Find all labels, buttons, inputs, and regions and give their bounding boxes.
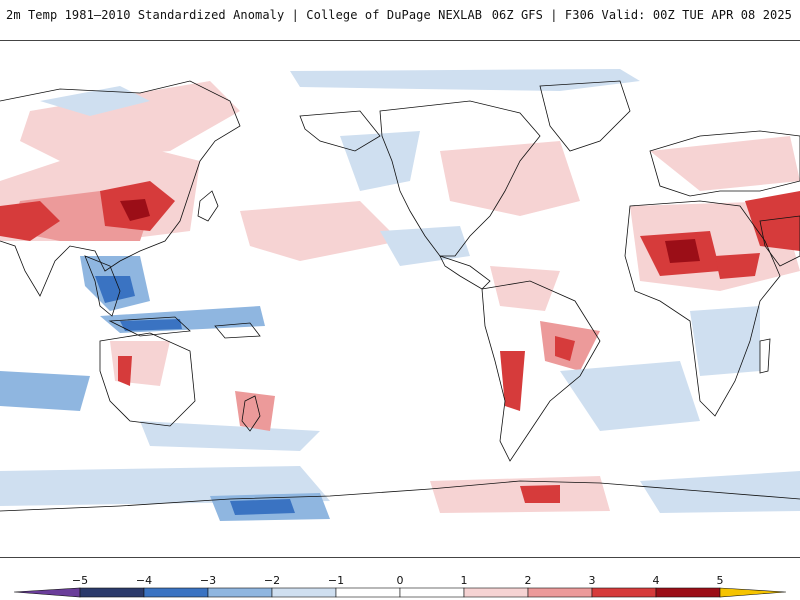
cold-anomaly-antarctica-core (230, 499, 295, 515)
colorbar-tick-label: 5 (716, 574, 724, 587)
australia-outline (99, 332, 196, 427)
map-title: 2m Temp 1981–2010 Standardized Anomaly |… (6, 8, 483, 22)
color-legend: −5 −4 −3 −2 −1 0 1 2 3 4 5 (0, 572, 800, 600)
model-run-info: 06Z GFS | F306 Valid: 00Z TUE APR 08 202… (491, 8, 792, 22)
south-america-outline (481, 280, 601, 462)
cold-anomaly-south-atlantic (560, 361, 700, 431)
new-guinea-outline (214, 322, 261, 339)
colorbar-tick-label: 1 (460, 574, 468, 587)
colorbar-bin (463, 587, 529, 598)
warm-anomaly-australia-core (118, 356, 132, 386)
colorbar-bin (79, 587, 145, 598)
antarctica-outline (0, 480, 800, 512)
warm-anomaly-india-core (0, 201, 60, 241)
madagascar-outline (759, 338, 771, 374)
colorbar-tick-label: 0 (396, 574, 404, 587)
warm-anomaly-brazil-core (555, 336, 575, 361)
warm-anomaly-antarctic-peninsula (430, 476, 610, 513)
central-america-outline (439, 255, 491, 290)
warm-anomaly-pacific-midlat (240, 201, 400, 261)
warm-anomaly-north-pacific (20, 81, 240, 161)
colorbar-bin (527, 587, 593, 598)
colorbar-tick-label: 2 (524, 574, 532, 587)
anomaly-shading (0, 69, 800, 521)
warm-anomaly-antarctic-core (520, 485, 560, 503)
colorbar-bin (335, 587, 401, 598)
colorbar-bin (655, 587, 721, 598)
colorbar-bin (399, 587, 465, 598)
anomaly-map (0, 40, 800, 558)
cold-anomaly-north-america-west (340, 131, 420, 191)
colorbar-tick-label: −1 (327, 574, 345, 587)
colorbar-bin (591, 587, 657, 598)
cold-anomaly-southern-ocean-east (640, 471, 800, 513)
map-canvas (0, 69, 800, 521)
indochina-outline (84, 255, 121, 317)
arabia-outline (759, 215, 800, 267)
colorbar-tick-label: −2 (263, 574, 281, 587)
colorbar-bin (143, 587, 209, 598)
cold-anomaly-north-asia (40, 86, 150, 116)
colorbar-tick-label: −5 (71, 574, 89, 587)
alaska-outline (299, 110, 381, 152)
cold-anomaly-southern-africa (690, 306, 760, 376)
colorbar-right-arrow (719, 587, 787, 598)
cold-anomaly-south-pacific (140, 421, 320, 451)
greenland-outline (539, 80, 631, 152)
colorbar-tick-label: 3 (588, 574, 596, 587)
japan-outline (197, 190, 219, 222)
europe-outline (649, 130, 800, 197)
colorbar-left-arrow (13, 587, 81, 598)
warm-anomaly-andes (500, 351, 525, 411)
colorbar-graphic (13, 587, 787, 598)
colorbar-tick-label: −3 (199, 574, 217, 587)
warm-anomaly-north-america-east (440, 141, 580, 216)
cold-anomaly-arctic-band (290, 69, 640, 91)
warm-anomaly-south-america-north (490, 266, 560, 311)
header: 2m Temp 1981–2010 Standardized Anomaly |… (0, 0, 800, 40)
colorbar-bin (207, 587, 273, 598)
sumatra-borneo-outline (108, 316, 191, 337)
warm-anomaly-europe (650, 136, 800, 191)
new-zealand-outline (241, 395, 261, 432)
north-america-outline (379, 100, 541, 257)
warm-anomaly-sahel-extreme (665, 239, 700, 263)
colorbar-bin (271, 587, 337, 598)
warm-anomaly-china-extreme (120, 199, 150, 221)
coastlines (0, 80, 800, 512)
cold-anomaly-indochina-core (95, 276, 135, 303)
eurasia-outline-east (0, 80, 241, 297)
colorbar-tick-label: −4 (135, 574, 153, 587)
cold-anomaly-north-america-south (380, 226, 470, 266)
cold-anomaly-indonesia-core (120, 319, 182, 331)
colorbar-tick-label: 4 (652, 574, 660, 587)
cold-anomaly-south-indian-ocean (0, 371, 90, 411)
africa-outline (624, 200, 781, 417)
warm-anomaly-middle-east (745, 191, 800, 251)
warm-anomaly-east-africa (715, 253, 760, 279)
